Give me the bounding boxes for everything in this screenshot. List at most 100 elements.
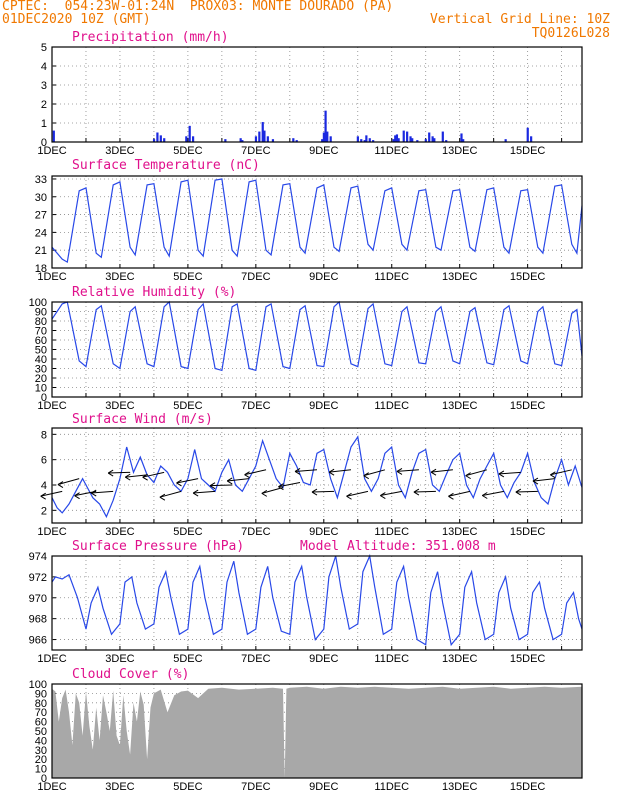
wind-arrow-head: [465, 472, 471, 477]
precip-bar: [159, 135, 162, 142]
header-grid-line: Vertical Grid Line: 10Z: [429, 12, 610, 27]
precip-bar: [402, 130, 405, 142]
panel-title: Surface Temperature (nC): [72, 158, 260, 173]
x-tick-label: 3DEC: [105, 145, 134, 157]
y-tick-label: 33: [35, 174, 47, 186]
precip-bar: [416, 140, 419, 142]
x-tick-label: 11DEC: [374, 271, 409, 283]
x-tick-label: 1DEC: [37, 271, 66, 283]
wind-arrow: [363, 469, 386, 477]
y-tick-label: 8: [41, 429, 47, 441]
wind-arrow: [380, 490, 403, 497]
wind-arrow-head: [124, 476, 131, 481]
x-tick-label: 5DEC: [173, 400, 202, 412]
panel-frame: [51, 175, 583, 269]
precip-bar: [263, 130, 266, 142]
x-tick-label: 3DEC: [105, 526, 134, 538]
x-tick-label: 13DEC: [442, 145, 478, 157]
y-tick-label: 50: [35, 345, 47, 357]
panel-frame: [51, 301, 583, 398]
wind-arrow: [227, 478, 250, 482]
wind-arrow-head: [413, 491, 420, 496]
precip-bar: [261, 122, 264, 142]
y-tick-label: 972: [29, 572, 47, 584]
y-tick-label: 90: [35, 307, 47, 319]
wind-arrow: [159, 490, 182, 498]
x-tick-label: 15DEC: [510, 526, 546, 538]
y-tick-label: 50: [35, 726, 47, 738]
precip-bar: [254, 136, 258, 142]
x-tick-label: 9DEC: [309, 271, 338, 283]
precip-bar: [530, 136, 533, 142]
x-tick-label: 9DEC: [309, 781, 338, 793]
x-tick-label: 5DEC: [173, 526, 202, 538]
x-tick-label: 13DEC: [442, 400, 478, 412]
y-tick-label: 10: [35, 383, 47, 395]
wind-arrow-head: [396, 470, 403, 475]
wind-arrow-head: [107, 469, 114, 474]
precip-bar: [406, 131, 409, 142]
precip-bar: [329, 136, 332, 142]
y-tick-label: 70: [35, 326, 47, 338]
wind-arrow: [57, 478, 80, 486]
precip-bar: [397, 138, 400, 142]
y-tick-label: 60: [35, 335, 47, 347]
precip-bar: [292, 138, 295, 142]
wind-arrow: [193, 490, 216, 494]
y-tick-label: 80: [35, 698, 47, 710]
wind-arrow: [448, 490, 470, 497]
wind-arrow-head: [74, 495, 80, 500]
x-tick-label: 9DEC: [309, 145, 338, 157]
precip-bar: [241, 140, 244, 142]
wind-arrow-head: [448, 492, 454, 497]
cloud-area: [52, 686, 582, 778]
panel-3: Surface Wind (m/s) 2 4 6 8 1DEC 3DEC 5DEC 7DEC 9D…: [37, 412, 583, 538]
wind-arrow: [465, 469, 488, 477]
wind-arrow: [210, 484, 233, 487]
y-tick-label: 970: [29, 593, 47, 605]
wind-arrow: [244, 469, 267, 476]
wind-arrow-head: [396, 467, 403, 472]
wind-arrow: [396, 469, 419, 472]
x-tick-label: 1DEC: [37, 526, 66, 538]
y-tick-label: 3: [41, 80, 47, 92]
wind-arrow-head: [498, 473, 505, 478]
y-tick-label: 100: [29, 297, 47, 309]
x-tick-label: 3DEC: [105, 781, 134, 793]
precip-bar: [504, 139, 507, 142]
wind-arrow-head: [346, 495, 352, 500]
panel-frame: [51, 46, 583, 143]
wind-arrow-head: [311, 488, 318, 493]
wind-arrow-head: [515, 491, 522, 496]
wind-arrow-head: [515, 488, 522, 493]
wind-arrow-head: [532, 477, 539, 482]
x-tick-label: 11DEC: [374, 526, 409, 538]
x-tick-label: 13DEC: [442, 271, 478, 283]
precip-bar: [363, 140, 366, 142]
precip-bar: [295, 140, 298, 142]
wind-arrow-head: [40, 495, 46, 500]
series-line: [51, 435, 583, 519]
x-tick-label: 3DEC: [105, 271, 134, 283]
x-tick-label: 7DEC: [241, 400, 270, 412]
wind-arrow: [430, 469, 453, 473]
x-tick-label: 9DEC: [309, 400, 338, 412]
panel-title: Precipitation (mm/h): [72, 30, 229, 45]
y-tick-label: 30: [35, 745, 47, 757]
x-tick-label: 11DEC: [374, 781, 409, 793]
precip-bar: [394, 135, 397, 142]
precip-bar: [433, 138, 436, 142]
precip-bar: [191, 136, 195, 142]
wind-arrow-head: [40, 492, 46, 497]
wind-arrow-head: [192, 489, 199, 494]
wind-arrow-head: [159, 496, 166, 501]
precip-bar: [395, 134, 399, 142]
precip-bar: [239, 138, 242, 142]
y-tick-label: 24: [35, 227, 47, 239]
x-tick-label: 15DEC: [510, 653, 546, 665]
wind-arrow-head: [57, 481, 64, 485]
wind-arrow-head: [481, 492, 488, 496]
x-tick-label: 15DEC: [510, 271, 546, 283]
precip-bar: [188, 125, 191, 142]
wind-arrow-head: [142, 476, 148, 481]
